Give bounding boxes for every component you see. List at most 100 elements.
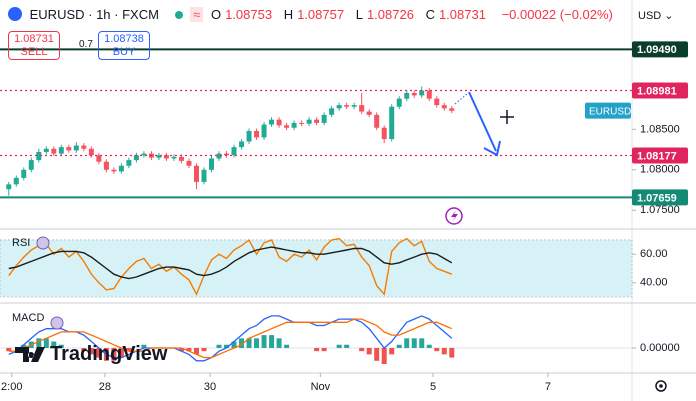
candle-body	[81, 145, 87, 149]
candle-body	[43, 148, 49, 152]
histogram-bar	[404, 338, 410, 348]
sell-price: 1.08731	[14, 33, 54, 45]
logo-mark	[15, 347, 45, 362]
histogram-bar	[118, 347, 124, 358]
candle-body	[208, 158, 214, 170]
candle-body	[156, 155, 162, 158]
currency-select[interactable]: USD ⌄	[638, 10, 674, 22]
pane-title: MACD	[12, 312, 44, 324]
level-label: 1.08981	[637, 85, 677, 97]
candle-body	[389, 106, 395, 140]
settings-icon[interactable]	[655, 380, 667, 392]
candle-body	[441, 105, 447, 109]
candle-body	[449, 108, 455, 111]
candle-body	[336, 105, 342, 109]
candle-body	[96, 155, 102, 162]
histogram-bar	[201, 347, 207, 352]
candle-body	[201, 169, 207, 182]
candle-body	[269, 119, 275, 125]
histogram-bar	[321, 347, 327, 352]
rsi-icon[interactable]	[36, 236, 50, 250]
level-label: 1.08177	[637, 150, 677, 162]
histogram-bar	[381, 347, 387, 364]
histogram-bar	[231, 341, 237, 348]
alert-icon[interactable]	[445, 207, 463, 225]
candle-body	[118, 165, 124, 172]
histogram-bar	[314, 347, 320, 352]
histogram-bar	[141, 344, 147, 348]
drawing-arrow[interactable]	[468, 91, 497, 152]
histogram-bar	[193, 347, 199, 355]
candle-body	[111, 169, 117, 172]
candle-body	[351, 105, 357, 107]
candle-body	[171, 156, 177, 159]
level-label-box	[632, 82, 688, 99]
level-label-box	[632, 189, 688, 206]
y-tick-label: 60.00	[640, 248, 668, 260]
candle-body	[366, 111, 372, 115]
level-label: 1.07659	[637, 192, 677, 204]
candle-body	[434, 98, 440, 106]
level-label-box	[632, 147, 688, 164]
histogram-bar	[396, 344, 402, 348]
x-tick-label: 2:00	[1, 381, 22, 393]
candle-body	[231, 147, 237, 156]
candle-body	[419, 90, 425, 96]
x-tick-label: Nov	[311, 381, 331, 393]
histogram-bar	[336, 344, 342, 348]
y-tick-label: 40.00	[640, 277, 668, 289]
candle-body	[186, 160, 192, 166]
x-tick-label: 30	[204, 381, 216, 393]
histogram-bar	[224, 344, 230, 348]
drawing-dots	[454, 93, 468, 105]
histogram-bar	[58, 344, 64, 348]
histogram-bar	[276, 338, 282, 348]
buy-label: BUY	[112, 46, 136, 58]
settings-icon-center	[659, 384, 663, 388]
candle-body	[141, 153, 147, 156]
symbol[interactable]: EURUSD · 1h · FXCM	[29, 7, 159, 22]
histogram-bar	[449, 347, 455, 358]
candle-body	[254, 130, 260, 138]
candle-body	[239, 141, 245, 148]
histogram-bar	[96, 347, 102, 358]
histogram-bar	[344, 344, 350, 348]
spread-icon: ≈	[190, 7, 204, 22]
sell-button[interactable]: 1.08731 SELL	[8, 31, 60, 60]
candle-body	[216, 153, 222, 159]
symbol-icon	[8, 7, 22, 21]
candle-body	[36, 152, 42, 161]
line	[8, 246, 453, 280]
histogram-bar	[411, 338, 417, 348]
candle-body	[224, 153, 230, 156]
quote-value: 1.08753	[225, 7, 273, 22]
level-label: 1.09490	[637, 44, 677, 56]
histogram-bar	[186, 347, 192, 352]
quote: H 1.08757	[284, 7, 348, 22]
histogram-bar	[111, 347, 117, 361]
alert-bolt	[451, 210, 458, 222]
candle-body	[359, 105, 365, 112]
arrow-head	[483, 140, 501, 157]
candle-body	[261, 124, 267, 138]
candle-body	[193, 165, 199, 182]
candle-body	[88, 148, 94, 156]
buy-button[interactable]: 1.08738 BUY	[98, 31, 150, 60]
currency: USD	[638, 10, 662, 22]
sell-label: SELL	[20, 46, 48, 58]
candle-body	[329, 108, 335, 115]
histogram-bar	[21, 344, 27, 348]
y-tick-label: 1.08500	[640, 123, 680, 135]
candle-body	[404, 92, 410, 99]
histogram-bar	[419, 338, 425, 348]
histogram-bar	[261, 335, 267, 348]
y-tick-label: 1.08000	[640, 164, 680, 176]
quote: O 1.08753	[211, 7, 276, 22]
x-tick-label: 28	[99, 381, 111, 393]
macd-icon[interactable]	[50, 316, 64, 330]
histogram-bar	[81, 347, 87, 352]
histogram-bar	[254, 338, 260, 348]
crosshair	[500, 110, 514, 124]
quote-label: H	[283, 7, 294, 22]
